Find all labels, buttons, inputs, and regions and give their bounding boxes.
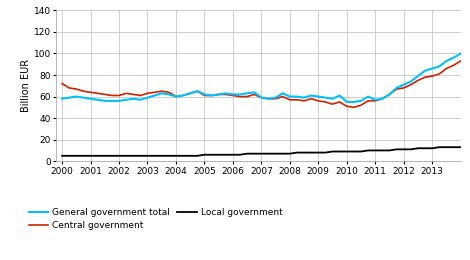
Local government xyxy=(244,152,250,155)
Central government xyxy=(344,105,350,108)
Local government xyxy=(308,151,314,154)
Local government xyxy=(351,150,357,153)
Central government xyxy=(244,95,250,98)
Line: General government total: General government total xyxy=(62,33,470,102)
Central government xyxy=(116,94,122,97)
Central government xyxy=(308,97,314,100)
General government total xyxy=(244,92,250,95)
General government total xyxy=(280,92,285,95)
General government total xyxy=(351,100,357,103)
Line: Local government: Local government xyxy=(62,144,470,156)
Central government xyxy=(351,106,357,109)
Local government xyxy=(344,150,350,153)
General government total xyxy=(358,99,364,102)
General government total xyxy=(308,94,314,97)
General government total xyxy=(116,99,122,102)
Central government xyxy=(280,95,285,98)
General government total xyxy=(344,100,350,103)
Legend: General government total, Central government, Local government: General government total, Central govern… xyxy=(29,208,282,230)
Local government xyxy=(280,152,285,155)
Line: Central government: Central government xyxy=(62,47,470,107)
Local government xyxy=(59,154,65,157)
Y-axis label: Billion EUR: Billion EUR xyxy=(21,59,31,112)
Central government xyxy=(59,82,65,85)
General government total xyxy=(59,97,65,100)
Central government xyxy=(358,104,364,107)
Local government xyxy=(116,154,122,157)
